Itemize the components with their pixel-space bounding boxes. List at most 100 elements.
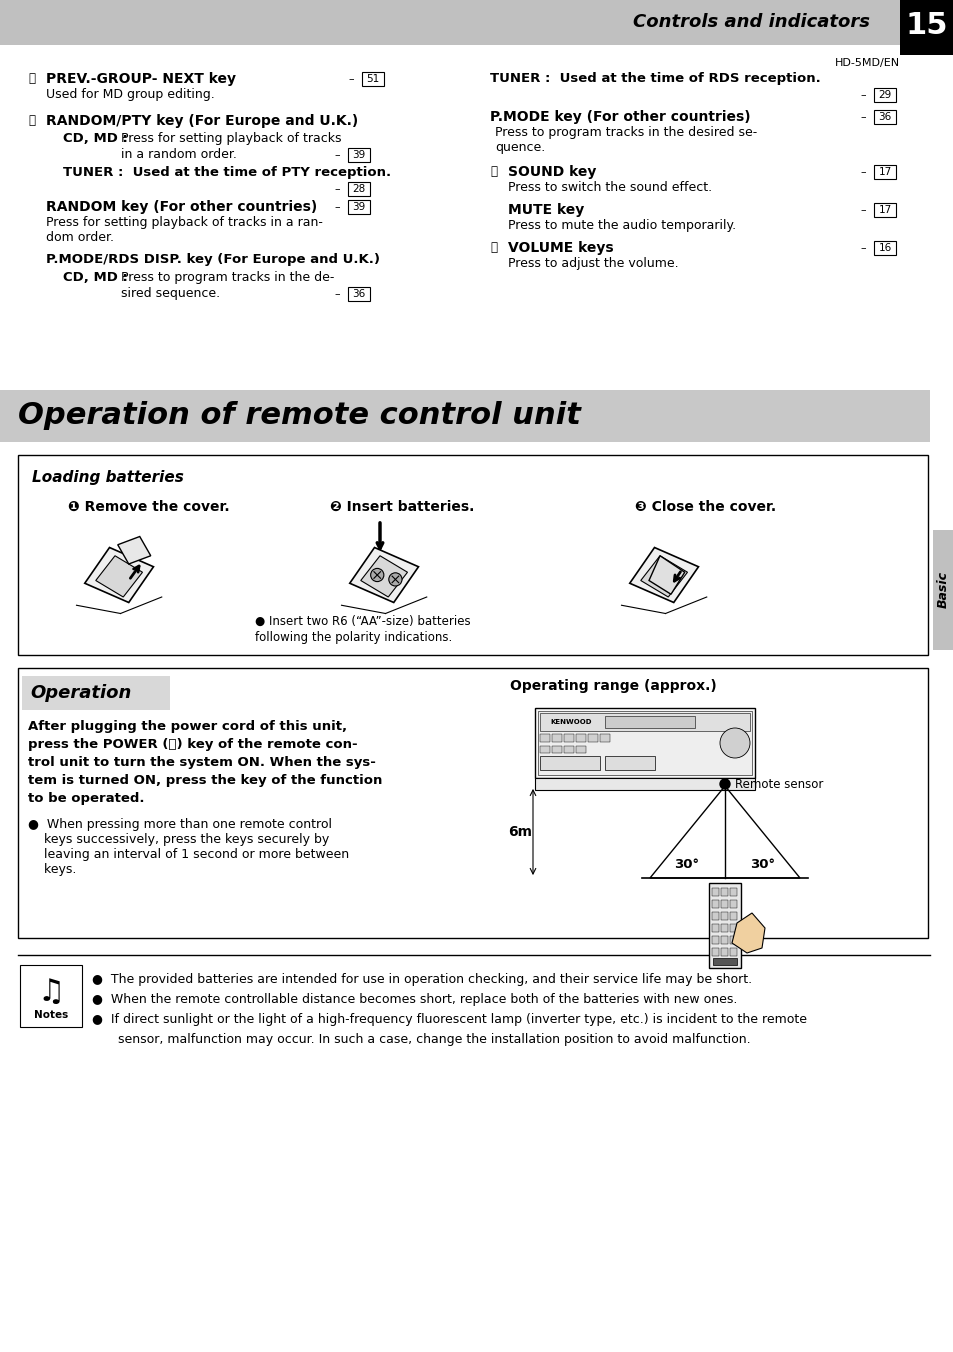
Bar (873, 203, 895, 218)
Text: tem is turned ON, press the key of the function: tem is turned ON, press the key of the f… (28, 773, 382, 787)
Bar (552, 734, 561, 742)
Text: SOUND key: SOUND key (507, 165, 596, 178)
Text: ⑭: ⑭ (28, 72, 35, 85)
Text: 30°: 30° (750, 857, 775, 871)
Bar (348, 147, 370, 162)
Text: Loading batteries: Loading batteries (32, 470, 184, 485)
Text: Press to program tracks in the de-: Press to program tracks in the de- (121, 270, 334, 284)
Text: keys successively, press the keys securely by: keys successively, press the keys secure… (28, 833, 329, 846)
Bar (604, 756, 655, 771)
Text: –: – (334, 289, 339, 299)
Bar (729, 888, 737, 896)
Bar (563, 746, 574, 753)
Text: Press for setting playback of tracks in a ran-: Press for setting playback of tracks in … (46, 216, 322, 228)
Bar (18, 456, 927, 654)
Bar (720, 948, 727, 956)
Bar (729, 948, 737, 956)
Bar (720, 923, 727, 932)
Text: –: – (334, 184, 339, 193)
Text: Remote sensor: Remote sensor (734, 777, 822, 791)
Text: ⑲: ⑲ (490, 241, 497, 254)
Bar (873, 88, 895, 101)
Text: 39: 39 (352, 201, 365, 212)
Polygon shape (629, 548, 698, 603)
Text: ❶ Remove the cover.: ❶ Remove the cover. (68, 500, 230, 514)
Text: TUNER :  Used at the time of RDS reception.: TUNER : Used at the time of RDS receptio… (490, 72, 820, 85)
Bar (711, 936, 719, 944)
Bar (348, 200, 370, 214)
Text: –: – (334, 150, 339, 160)
Bar (712, 959, 737, 965)
Bar (720, 936, 727, 944)
Text: dom order.: dom order. (46, 231, 113, 243)
Bar (576, 746, 585, 753)
Text: sensor, malfunction may occur. In such a case, change the installation position : sensor, malfunction may occur. In such a… (102, 1033, 750, 1046)
Text: MUTE key: MUTE key (507, 203, 583, 218)
Text: trol unit to turn the system ON. When the sys-: trol unit to turn the system ON. When th… (28, 756, 375, 769)
Text: PREV.-GROUP- NEXT key: PREV.-GROUP- NEXT key (46, 72, 235, 87)
Text: –: – (859, 168, 864, 177)
Text: –: – (334, 201, 339, 212)
Polygon shape (117, 537, 151, 564)
Bar (711, 888, 719, 896)
Bar (348, 183, 370, 196)
Bar (729, 900, 737, 909)
Bar (563, 734, 574, 742)
Text: ⑱: ⑱ (490, 165, 497, 178)
Text: ●  If direct sunlight or the light of a high-frequency fluorescent lamp (inverte: ● If direct sunlight or the light of a h… (91, 1013, 806, 1026)
Bar (576, 734, 585, 742)
Text: P.MODE key (For other countries): P.MODE key (For other countries) (490, 110, 750, 124)
Text: keys.: keys. (28, 863, 76, 876)
Text: Press to program tracks in the desired se-: Press to program tracks in the desired s… (495, 126, 757, 139)
Polygon shape (648, 556, 684, 595)
Bar (539, 734, 550, 742)
Bar (873, 241, 895, 256)
Text: TUNER :  Used at the time of PTY reception.: TUNER : Used at the time of PTY receptio… (63, 166, 391, 178)
Text: ❷ Insert batteries.: ❷ Insert batteries. (330, 500, 474, 514)
Text: quence.: quence. (495, 141, 545, 154)
Bar (0, 389, 929, 442)
Bar (539, 746, 550, 753)
Text: 6m: 6m (507, 825, 532, 840)
Text: CD, MD :: CD, MD : (63, 270, 128, 284)
Text: sired sequence.: sired sequence. (121, 287, 220, 300)
Bar (604, 717, 695, 727)
Text: 36: 36 (352, 289, 365, 299)
Text: 17: 17 (878, 168, 891, 177)
Bar (539, 756, 599, 771)
Bar (711, 948, 719, 956)
Bar (711, 900, 719, 909)
Bar (20, 965, 82, 1028)
Bar (18, 668, 927, 938)
Circle shape (720, 779, 729, 790)
Text: Press to mute the audio temporarily.: Press to mute the audio temporarily. (507, 219, 736, 233)
Text: in a random order.: in a random order. (121, 147, 236, 161)
Polygon shape (360, 556, 407, 598)
Polygon shape (731, 913, 764, 953)
Text: –: – (348, 74, 354, 84)
Polygon shape (85, 548, 153, 603)
Bar (537, 711, 751, 775)
Text: VOLUME keys: VOLUME keys (507, 241, 613, 256)
Bar (899, 0, 953, 55)
Polygon shape (95, 556, 142, 598)
Text: P.MODE/RDS DISP. key (For Europe and U.K.): P.MODE/RDS DISP. key (For Europe and U.K… (46, 253, 379, 266)
Text: 15: 15 (904, 12, 947, 41)
Bar (873, 165, 895, 178)
Bar (539, 713, 749, 731)
Text: Press for setting playback of tracks: Press for setting playback of tracks (121, 132, 341, 145)
Text: RANDOM key (For other countries): RANDOM key (For other countries) (46, 200, 317, 214)
Bar (720, 900, 727, 909)
Bar (711, 923, 719, 932)
Bar (552, 746, 561, 753)
Bar (348, 287, 370, 301)
Text: 28: 28 (352, 184, 365, 193)
Text: Notes: Notes (34, 1010, 68, 1019)
Bar (599, 734, 609, 742)
Bar (587, 734, 598, 742)
Text: 39: 39 (352, 150, 365, 160)
Text: –: – (859, 91, 864, 100)
Bar (361, 72, 384, 87)
Text: Operation: Operation (30, 684, 132, 702)
Bar (708, 883, 740, 968)
